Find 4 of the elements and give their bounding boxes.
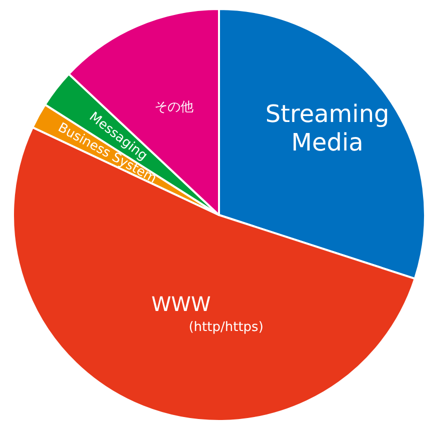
slice-label: その他 bbox=[154, 100, 194, 116]
slice-label: Streaming Media bbox=[265, 100, 390, 157]
slice-label: WWW bbox=[151, 292, 211, 316]
text: (http/https) bbox=[188, 320, 264, 335]
